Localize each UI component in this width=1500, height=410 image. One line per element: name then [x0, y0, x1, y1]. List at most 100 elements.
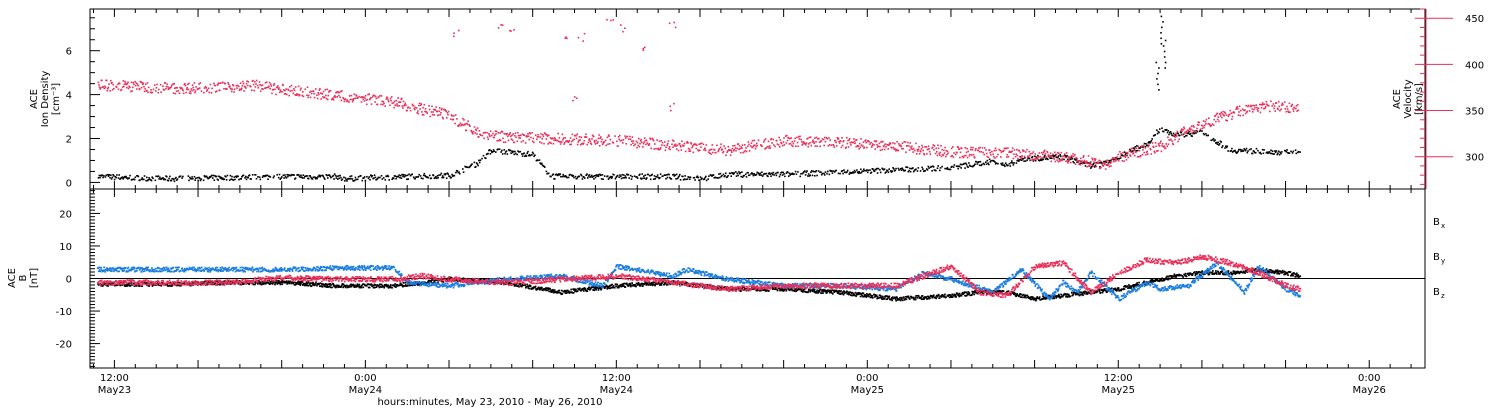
data-point	[594, 143, 597, 145]
data-point	[1297, 109, 1300, 112]
data-point	[865, 296, 868, 298]
data-point	[134, 84, 137, 87]
data-point	[1171, 142, 1174, 145]
data-point	[814, 137, 816, 139]
data-point	[656, 283, 659, 285]
data-point	[387, 284, 389, 287]
data-point	[192, 178, 194, 180]
data-point	[575, 97, 578, 99]
data-point	[438, 107, 441, 109]
data-point	[881, 148, 884, 151]
data-point	[536, 138, 538, 141]
data-point	[925, 168, 928, 170]
data-point	[1188, 131, 1190, 133]
data-point	[545, 138, 548, 140]
data-point	[388, 285, 390, 288]
data-point	[583, 139, 586, 142]
data-point	[285, 177, 288, 179]
data-point	[1140, 146, 1143, 148]
data-point	[104, 86, 107, 89]
data-point	[1225, 145, 1227, 147]
data-point	[255, 79, 258, 82]
data-point	[848, 292, 851, 295]
data-point	[688, 150, 690, 152]
data-point	[741, 147, 743, 150]
data-point	[286, 93, 288, 96]
data-point	[573, 289, 575, 291]
data-point	[531, 140, 534, 143]
data-point	[430, 111, 433, 113]
data-point	[488, 149, 491, 151]
data-point	[274, 282, 277, 284]
data-point	[1137, 145, 1140, 148]
data-point	[547, 287, 550, 289]
data-point	[1032, 151, 1035, 153]
data-point	[602, 142, 604, 145]
data-point	[654, 284, 656, 287]
data-point	[1261, 104, 1263, 106]
data-point	[281, 176, 283, 178]
data-point	[117, 177, 120, 179]
data-point	[155, 87, 158, 89]
data-point	[598, 134, 600, 136]
data-point	[1160, 37, 1162, 40]
data-point	[871, 144, 873, 147]
data-point	[1110, 159, 1112, 162]
data-point	[719, 146, 722, 149]
data-point	[678, 175, 680, 178]
data-point	[967, 293, 969, 295]
data-point	[384, 284, 387, 287]
data-point	[782, 290, 784, 292]
data-point	[832, 144, 835, 147]
data-point	[247, 176, 249, 179]
data-point	[417, 110, 419, 112]
data-point	[552, 137, 554, 140]
data-point	[1218, 120, 1220, 123]
data-point	[1142, 149, 1144, 151]
data-point	[582, 287, 585, 290]
data-point	[726, 176, 729, 178]
data-point	[1277, 100, 1280, 103]
data-point	[192, 86, 194, 89]
data-point	[783, 289, 785, 292]
data-point	[830, 290, 833, 292]
data-point	[971, 154, 973, 156]
data-point	[674, 143, 677, 146]
data-point	[1163, 50, 1166, 53]
data-point	[566, 176, 568, 179]
data-point	[454, 122, 456, 125]
data-point	[532, 137, 535, 140]
data-point	[845, 146, 847, 149]
data-point	[845, 291, 848, 294]
data-point	[528, 153, 531, 156]
data-point	[640, 178, 643, 180]
data-point	[186, 87, 188, 89]
data-point	[376, 177, 379, 180]
data-point	[1049, 155, 1051, 158]
data-point	[1050, 160, 1052, 163]
data-point	[945, 168, 948, 170]
data-point	[966, 294, 968, 297]
data-point	[818, 289, 820, 292]
data-point	[784, 135, 787, 137]
data-point	[969, 165, 972, 167]
data-point	[1294, 149, 1297, 151]
data-point	[341, 283, 344, 285]
data-point	[396, 175, 399, 178]
data-point	[373, 174, 376, 176]
data-point	[417, 176, 420, 178]
data-point	[841, 137, 843, 139]
data-point	[261, 88, 263, 90]
data-point	[544, 132, 546, 135]
data-point	[355, 95, 358, 97]
data-point	[291, 89, 293, 92]
data-point	[630, 140, 633, 142]
data-point	[481, 157, 483, 160]
data-point	[722, 150, 725, 153]
data-point	[612, 142, 615, 144]
data-point	[1040, 151, 1043, 154]
data-point	[992, 153, 994, 156]
data-point	[110, 178, 113, 180]
data-point	[645, 178, 647, 180]
data-point	[964, 167, 966, 169]
